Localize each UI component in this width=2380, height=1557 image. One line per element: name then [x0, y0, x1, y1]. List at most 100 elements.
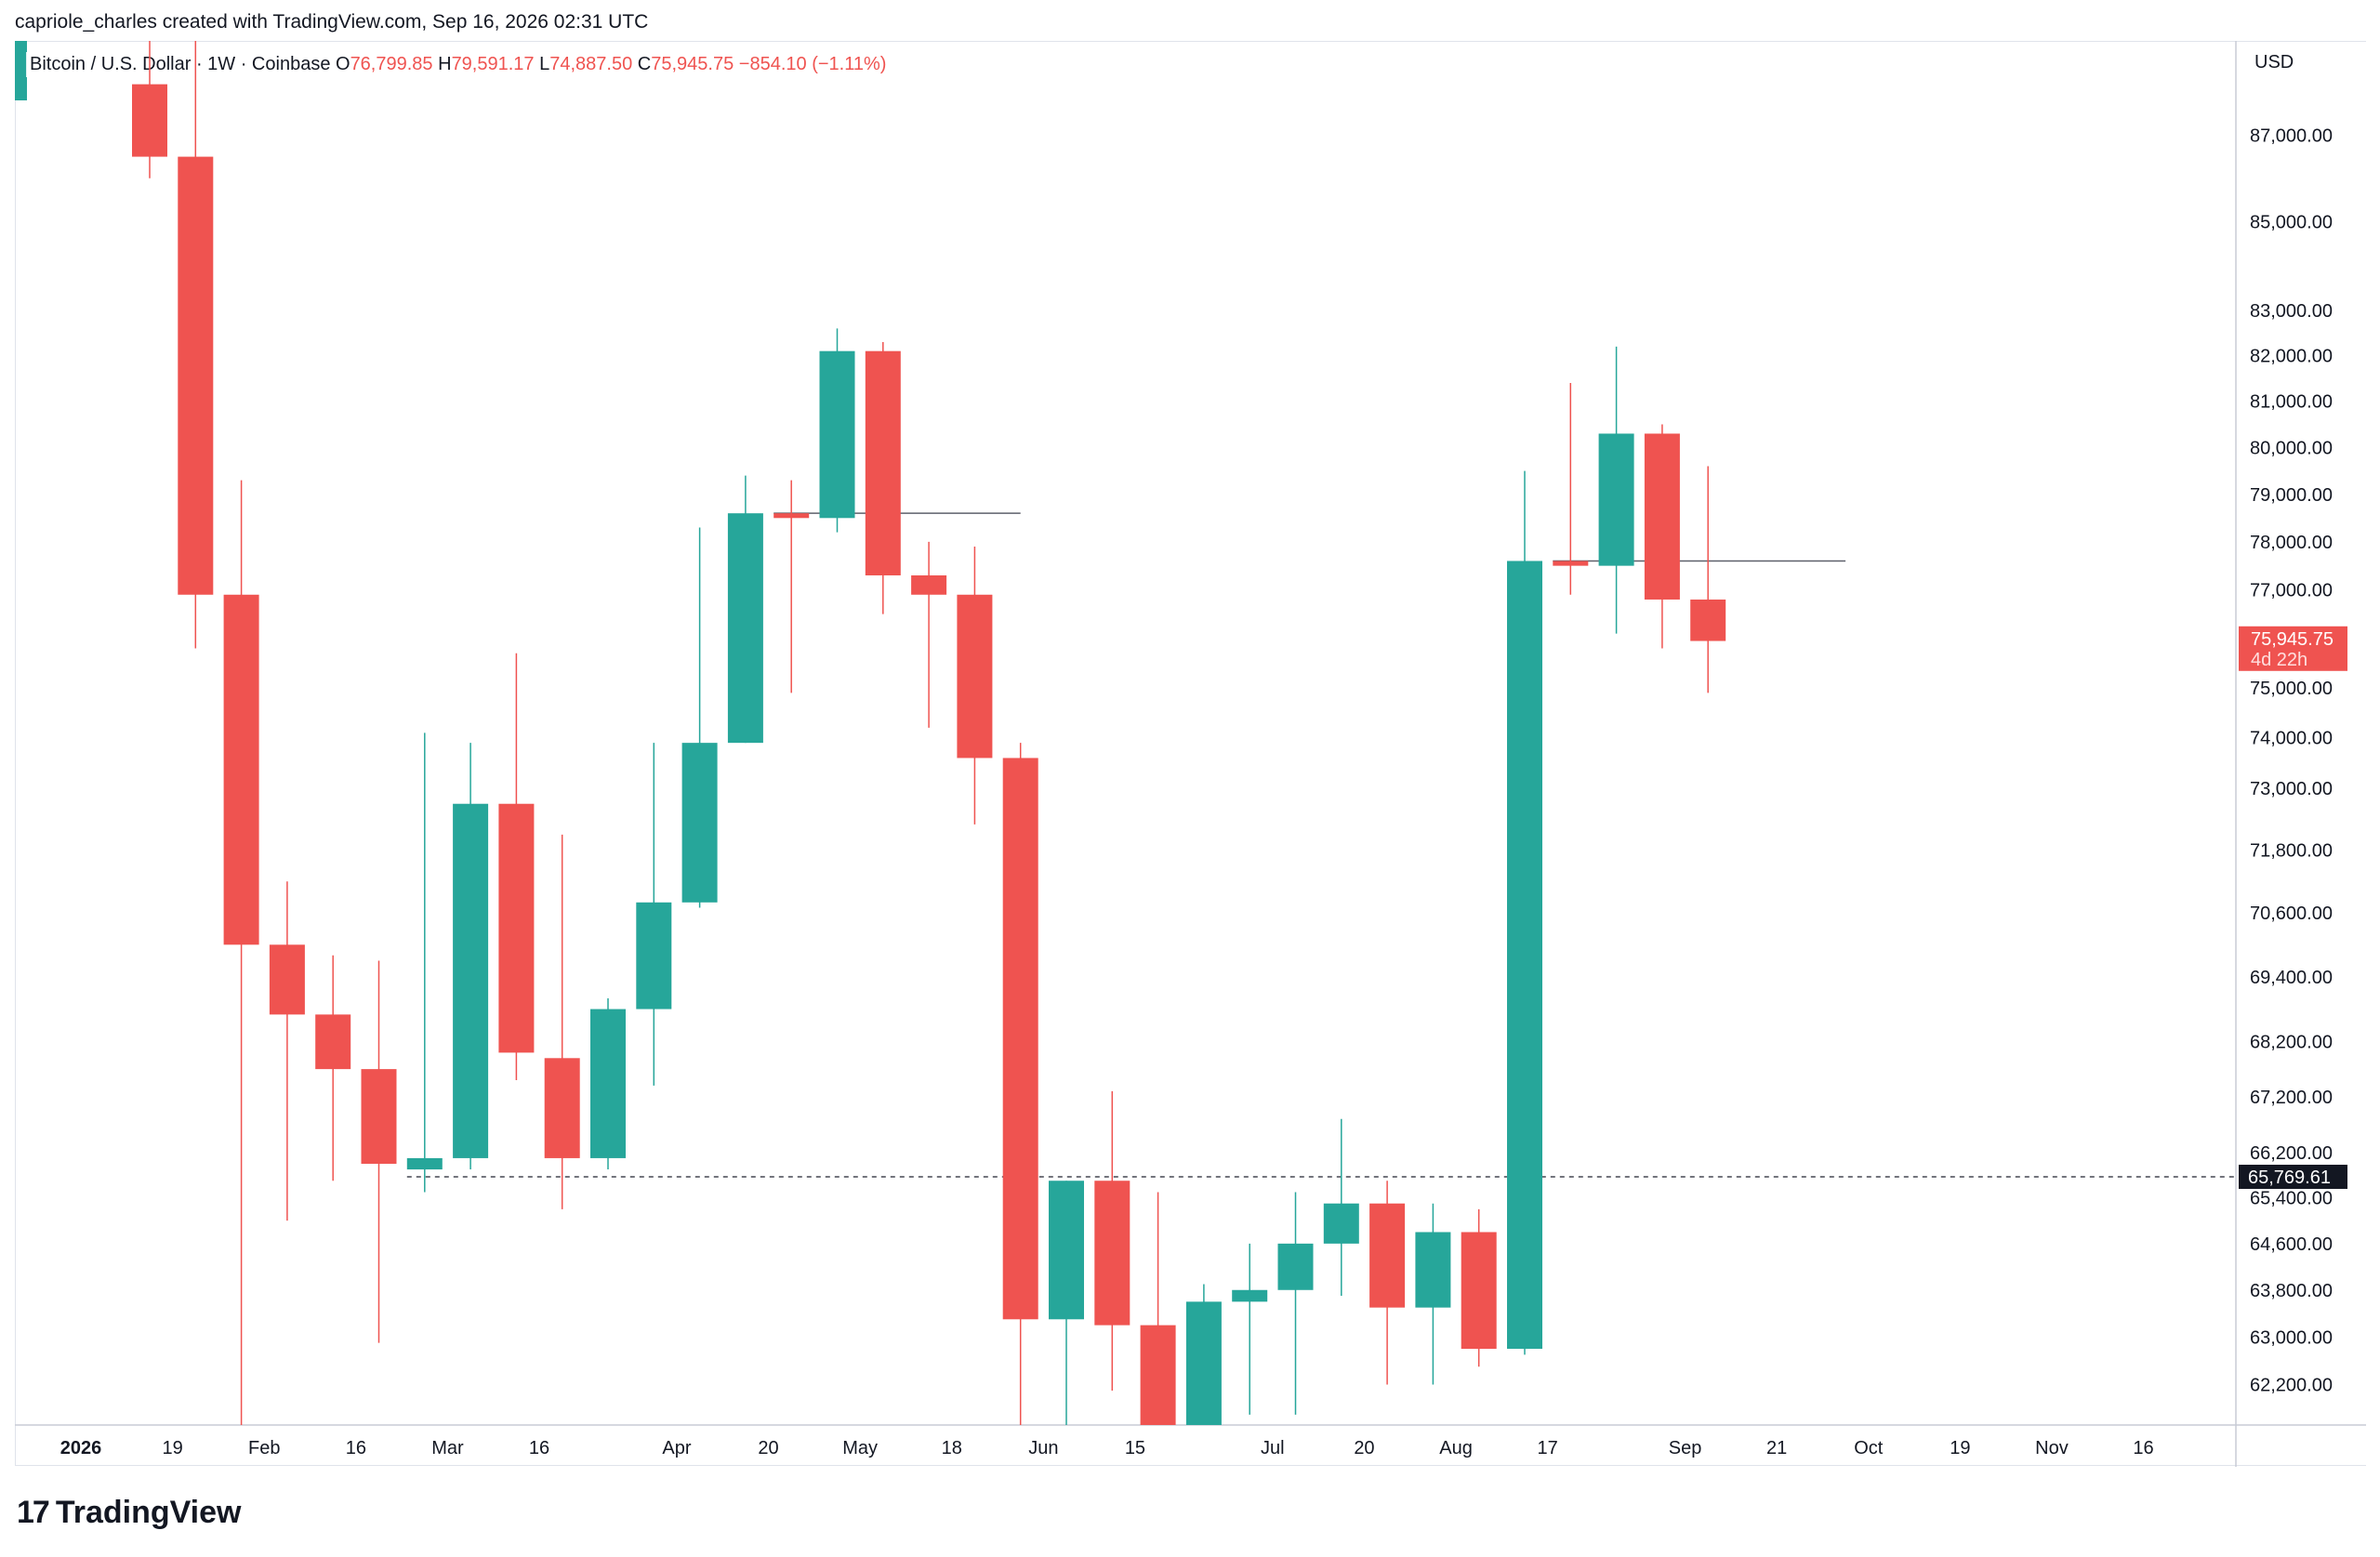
price-tick-label: 65,400.00	[2250, 1189, 2333, 1209]
tradingview-logo-icon: 17	[17, 1495, 50, 1530]
price-tick-label: 75,000.00	[2250, 679, 2333, 699]
candle-down	[223, 594, 259, 945]
time-tick-label: Mar	[431, 1438, 464, 1458]
price-tick-label: 67,200.00	[2250, 1088, 2333, 1108]
time-tick-label: 2026	[60, 1438, 102, 1458]
price-tick-label: 63,000.00	[2250, 1327, 2333, 1348]
time-tick-label: Apr	[662, 1438, 691, 1458]
level-price-label: 65,769.61	[2248, 1168, 2331, 1188]
candle-down	[1461, 1232, 1497, 1350]
price-tick-label: 82,000.00	[2250, 347, 2333, 367]
time-tick-label: Nov	[2035, 1438, 2069, 1458]
candle-up	[819, 350, 855, 519]
legend-symbol: Bitcoin / U.S. Dollar · 1W · Coinbase	[30, 54, 331, 74]
legend-high-label: H	[438, 54, 452, 74]
candle-down	[1690, 599, 1726, 641]
candle-up	[727, 513, 763, 744]
countdown-label: 4d 22h	[2251, 650, 2307, 670]
price-tick-label: 63,800.00	[2250, 1281, 2333, 1301]
candle-up	[1323, 1203, 1359, 1244]
legend-high-value: 79,591.17	[451, 54, 535, 74]
currency-label[interactable]: USD	[2254, 52, 2294, 73]
candle-down	[132, 84, 167, 157]
time-tick-label: 16	[2133, 1438, 2153, 1458]
price-tick-label: 85,000.00	[2250, 213, 2333, 233]
legend-open-value: 76,799.85	[350, 54, 433, 74]
legend-color-marker	[15, 41, 27, 100]
level-price-badge	[2239, 1164, 2347, 1189]
legend-open-label: O	[336, 54, 350, 74]
time-tick-label: Aug	[1439, 1438, 1473, 1458]
candle-up	[1598, 433, 1634, 566]
chart-credit: capriole_charles created with TradingVie…	[15, 11, 649, 33]
time-tick-label: Feb	[248, 1438, 280, 1458]
chart-pane[interactable]	[15, 41, 2366, 1466]
candle-down	[774, 513, 810, 519]
legend-change: −854.10 (−1.11%)	[738, 54, 887, 74]
candle-down	[1369, 1203, 1406, 1308]
price-tick-label: 73,000.00	[2250, 779, 2333, 799]
candle-down	[498, 803, 535, 1053]
candle-down	[1140, 1325, 1176, 1425]
candle-down	[315, 1014, 351, 1070]
price-tick-label: 64,600.00	[2250, 1234, 2333, 1255]
time-tick-label: Oct	[1854, 1438, 1884, 1458]
candle-down	[911, 574, 947, 595]
current-price-badge	[2239, 626, 2347, 671]
price-tick-label: 71,800.00	[2250, 841, 2333, 862]
candle-down	[957, 594, 993, 759]
time-tick-label: 16	[346, 1438, 366, 1458]
time-tick-label: 20	[758, 1438, 778, 1458]
candle-down	[178, 156, 214, 595]
time-tick-label: Jun	[1028, 1438, 1058, 1458]
time-tick-label: 19	[1950, 1438, 1970, 1458]
price-tick-label: 77,000.00	[2250, 581, 2333, 601]
current-price-label: 75,945.75	[2251, 629, 2334, 650]
candle-up	[1415, 1232, 1451, 1308]
price-tick-label: 83,000.00	[2250, 301, 2333, 322]
legend-close-label: C	[637, 54, 652, 74]
candle-up	[1049, 1181, 1084, 1320]
time-tick-label: 15	[1125, 1438, 1145, 1458]
candle-down	[544, 1058, 580, 1158]
price-tick-label: 87,000.00	[2250, 126, 2333, 147]
candle-up	[453, 803, 489, 1158]
tradingview-brand: TradingView	[55, 1495, 242, 1530]
time-tick-label: Sep	[1669, 1438, 1702, 1458]
candles-group	[132, 41, 2236, 1425]
price-tick-label: 66,200.00	[2250, 1143, 2333, 1164]
candle-up	[590, 1009, 626, 1158]
candle-up	[1185, 1301, 1222, 1425]
legend-low-value: 74,887.50	[549, 54, 633, 74]
price-tick-label: 62,200.00	[2250, 1376, 2333, 1396]
candle-down	[1644, 433, 1680, 600]
price-tick-label: 74,000.00	[2250, 729, 2333, 749]
candle-up	[1232, 1289, 1268, 1302]
price-tick-label: 70,600.00	[2250, 904, 2333, 924]
tradingview-footer: 17 TradingView	[17, 1495, 241, 1531]
price-tick-label: 69,400.00	[2250, 968, 2333, 988]
price-tick-label: 68,200.00	[2250, 1033, 2333, 1053]
candle-up	[1507, 561, 1542, 1350]
time-tick-label: 18	[942, 1438, 962, 1458]
time-tick-label: 17	[1538, 1438, 1558, 1458]
candle-up	[1277, 1243, 1314, 1290]
price-tick-label: 78,000.00	[2250, 533, 2333, 553]
time-tick-label: May	[842, 1438, 878, 1458]
candle-down	[1002, 758, 1038, 1320]
candle-down	[1553, 561, 1589, 566]
candle-down	[361, 1069, 397, 1164]
time-tick-label: 20	[1354, 1438, 1374, 1458]
price-tick-label: 80,000.00	[2250, 438, 2333, 458]
candle-down	[1094, 1181, 1130, 1326]
legend-close-value: 75,945.75	[651, 54, 734, 74]
candle-down	[269, 944, 305, 1015]
legend-low-label: L	[539, 54, 550, 74]
time-tick-label: 21	[1766, 1438, 1787, 1458]
price-tick-label: 79,000.00	[2250, 485, 2333, 506]
time-tick-label: Jul	[1261, 1438, 1285, 1458]
candle-up	[406, 1157, 443, 1170]
candle-up	[681, 743, 718, 903]
